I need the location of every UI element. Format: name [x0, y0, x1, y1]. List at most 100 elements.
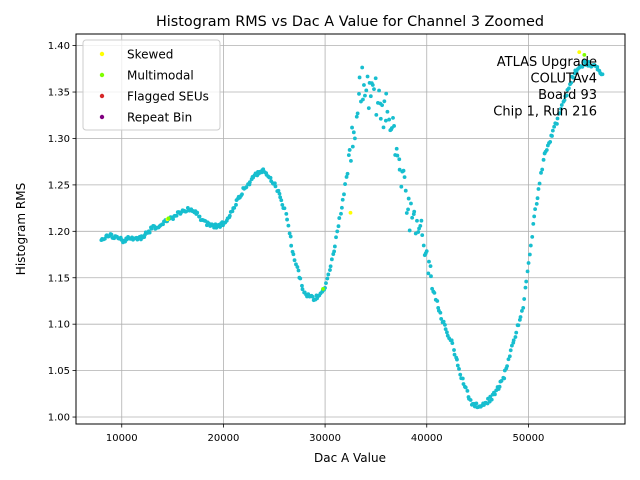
data-point	[531, 221, 536, 226]
data-point	[420, 233, 425, 238]
grid-lines	[76, 34, 625, 424]
data-point	[580, 64, 585, 69]
data-point	[295, 265, 300, 269]
data-point	[507, 354, 512, 359]
data-point	[532, 214, 537, 219]
data-point	[587, 59, 591, 64]
data-point	[354, 114, 359, 119]
data-point	[380, 103, 384, 108]
data-point	[300, 287, 305, 292]
data-point	[537, 181, 542, 186]
data-point	[350, 144, 355, 149]
data-point	[345, 171, 350, 176]
data-point	[550, 134, 554, 138]
data-point	[328, 268, 332, 272]
data-point	[559, 103, 564, 107]
axes-frame	[75, 33, 626, 425]
data-point	[527, 252, 532, 257]
data-point	[147, 230, 152, 235]
data-point	[349, 158, 353, 163]
legend-marker	[99, 93, 105, 99]
data-point	[387, 117, 392, 122]
data-point	[335, 229, 340, 234]
data-point	[278, 195, 283, 200]
legend-marker	[99, 51, 105, 57]
data-point	[399, 184, 404, 189]
data-point	[109, 232, 114, 237]
data-point-skewed	[348, 210, 353, 215]
data-point	[428, 264, 433, 268]
data-point	[276, 188, 281, 193]
data-point	[287, 231, 292, 236]
data-point	[332, 244, 337, 249]
data-point	[421, 243, 426, 248]
data-point-multimodal	[582, 52, 587, 57]
data-point	[424, 249, 429, 254]
data-point	[171, 217, 175, 222]
data-point	[455, 363, 460, 368]
data-point	[195, 210, 200, 215]
data-point	[506, 357, 511, 362]
annotation-line: Board 93	[538, 88, 597, 103]
data-point	[517, 317, 522, 322]
data-point	[364, 88, 369, 93]
data-point	[395, 153, 400, 158]
data-point	[350, 125, 354, 130]
data-point	[401, 168, 406, 173]
data-point	[261, 167, 266, 172]
data-point	[149, 226, 154, 231]
data-point	[370, 83, 375, 87]
data-point	[363, 93, 367, 98]
data-point	[536, 187, 541, 191]
data-point-multimodal	[321, 286, 325, 291]
data-point	[268, 175, 273, 180]
data-point	[443, 322, 447, 327]
data-point	[571, 75, 576, 80]
data-point	[445, 330, 449, 335]
data-point	[564, 93, 569, 98]
data-point	[286, 223, 291, 228]
data-point	[340, 197, 345, 202]
data-point	[284, 211, 289, 216]
data-point	[559, 106, 563, 111]
data-point	[355, 111, 360, 116]
data-point	[197, 214, 202, 219]
data-point	[539, 170, 543, 175]
x-tick-label: 50000	[513, 433, 545, 444]
data-point	[600, 72, 605, 77]
data-point	[505, 364, 509, 369]
data-point	[342, 192, 346, 197]
data-point	[289, 243, 294, 248]
data-point	[310, 294, 315, 299]
x-tick-label: 20000	[208, 433, 240, 444]
data-point	[499, 378, 504, 383]
data-point	[520, 309, 524, 313]
data-point	[530, 234, 535, 239]
legend-label: Multimodal	[127, 69, 194, 83]
data-point	[567, 86, 571, 91]
data-point	[465, 388, 470, 393]
data-point	[525, 269, 530, 274]
data-point	[410, 215, 415, 220]
data-point	[365, 74, 370, 79]
data-point	[432, 290, 437, 295]
data-point	[346, 153, 351, 158]
data-point	[455, 357, 459, 362]
data-point	[300, 283, 304, 288]
data-point	[272, 181, 277, 186]
y-tick-label: 1.10	[48, 320, 70, 331]
data-point	[377, 88, 381, 93]
data-point	[468, 398, 473, 402]
data-point	[351, 130, 356, 135]
legend-entries: Skewed Multimodal Flagged SEUs Repeat Bin	[99, 48, 209, 125]
y-tick-label: 1.05	[48, 366, 70, 377]
data-point	[540, 167, 545, 172]
data-point	[521, 305, 526, 310]
data-point	[450, 341, 455, 345]
y-axis-ticks: 1.00 1.05 1.10 1.15 1.20 1.25 1.30 1.35 1.40	[48, 41, 76, 424]
data-point	[528, 243, 533, 248]
y-tick-label: 1.30	[48, 134, 70, 145]
data-point	[555, 121, 559, 126]
data-point	[324, 281, 328, 286]
data-point	[397, 167, 402, 172]
